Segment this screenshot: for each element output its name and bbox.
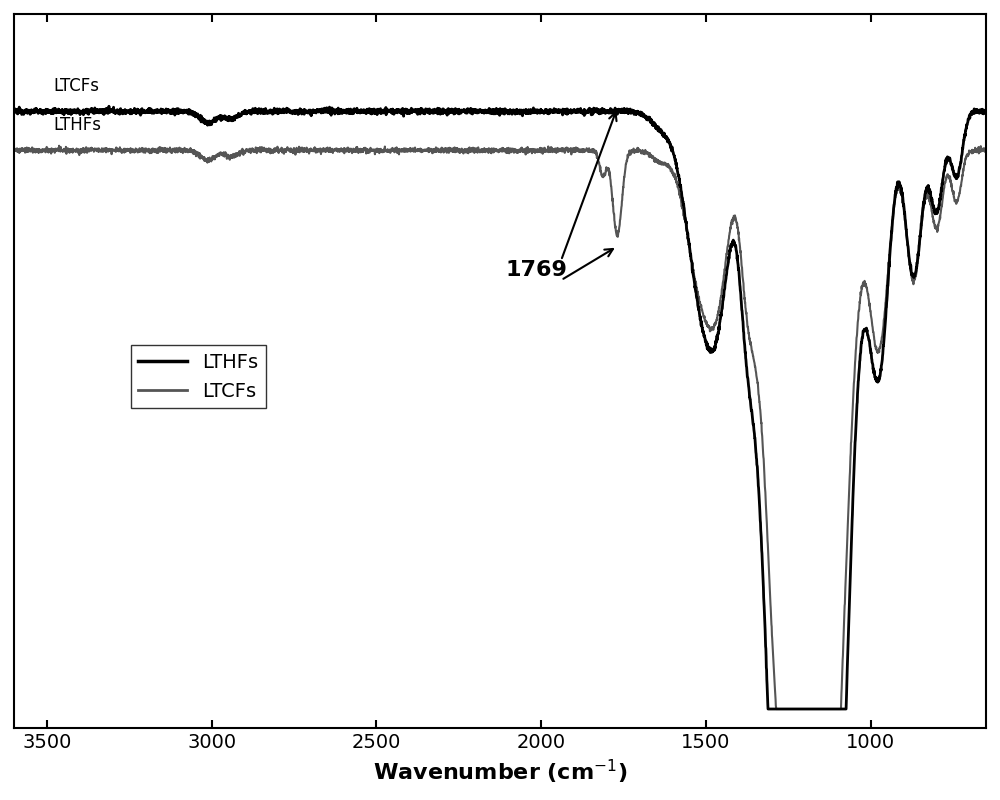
Text: LTCFs: LTCFs: [53, 77, 99, 95]
X-axis label: Wavenumber (cm$^{-1}$): Wavenumber (cm$^{-1}$): [373, 758, 627, 786]
Text: LTHFs: LTHFs: [53, 116, 101, 134]
Text: 1769: 1769: [506, 261, 568, 281]
Legend: LTHFs, LTCFs: LTHFs, LTCFs: [131, 345, 266, 409]
